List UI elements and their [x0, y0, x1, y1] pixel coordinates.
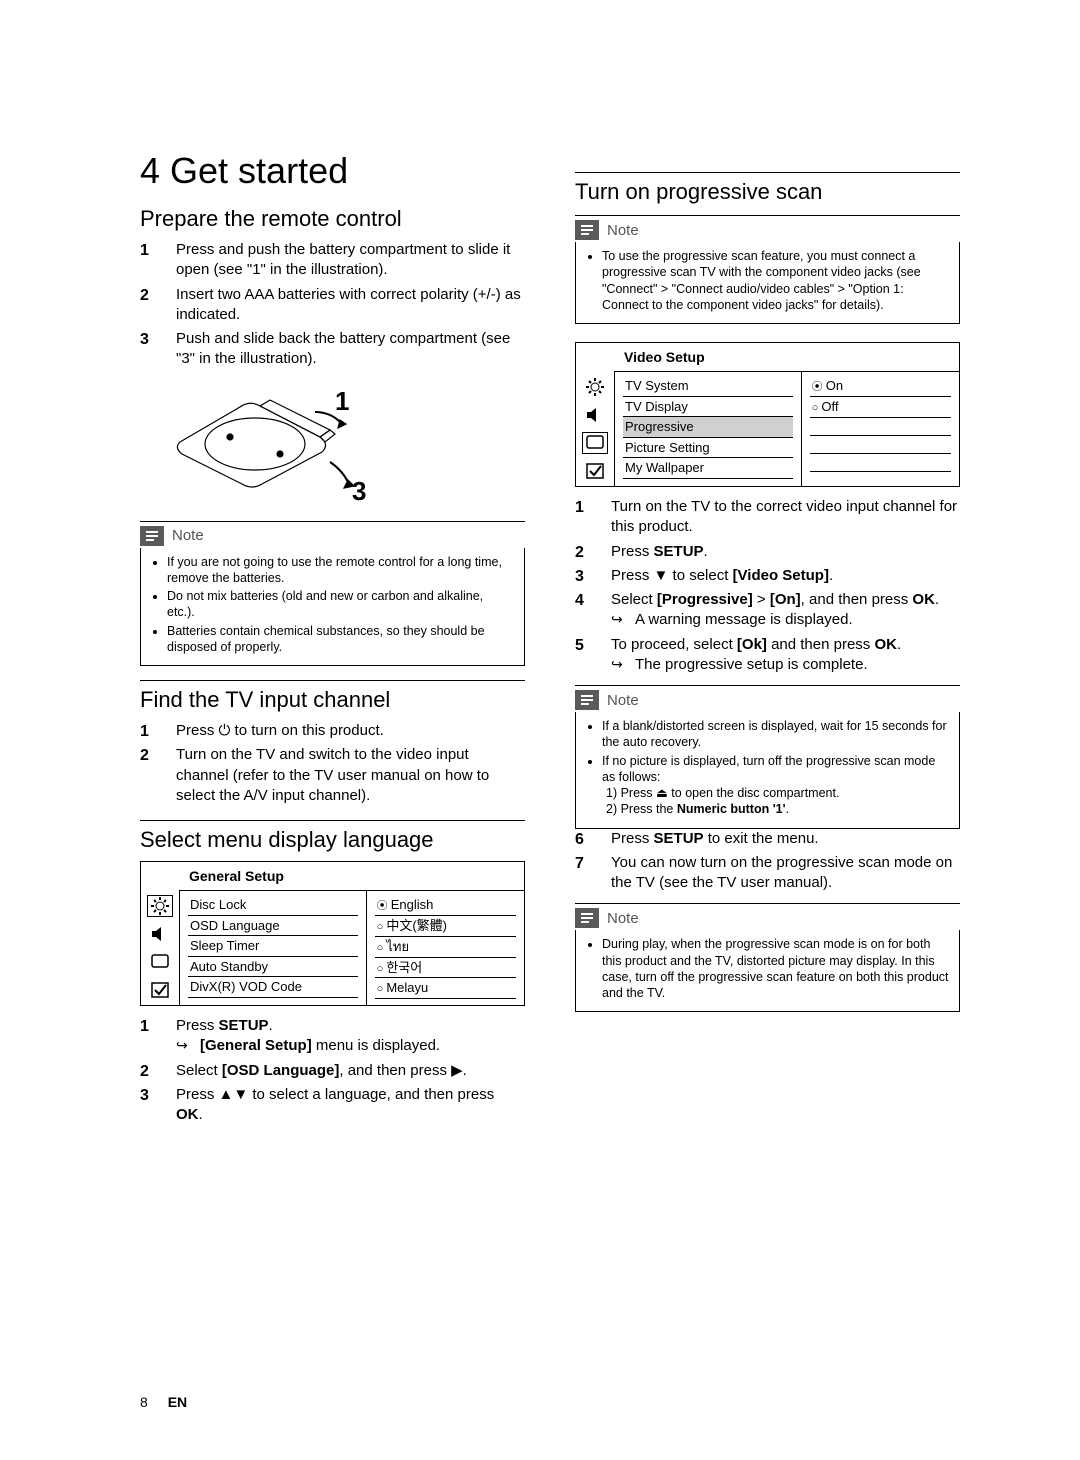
substep: [General Setup] menu is displayed.	[176, 1036, 525, 1056]
note-item: If a blank/distorted screen is displayed…	[602, 718, 949, 751]
blank-row	[810, 436, 951, 454]
step: Select [Progressive] > [On], and then pr…	[575, 590, 960, 631]
tv-icon	[582, 432, 608, 454]
progressive-steps-b: Press SETUP to exit the menu. You can no…	[575, 829, 960, 894]
menu-option: Off	[810, 397, 951, 418]
step: Press ⏻ to turn on this product.	[140, 721, 525, 741]
menu-item: My Wallpaper	[623, 458, 793, 479]
right-column: Turn on progressive scan Note To use the…	[575, 150, 960, 1129]
video-setup-menu: Video Setup TV System TV Display Progres…	[575, 342, 960, 487]
left-column: 4 Get started Prepare the remote control…	[140, 150, 525, 1129]
note-box: If a blank/distorted screen is displayed…	[575, 712, 960, 829]
note-box: If you are not going to use the remote c…	[140, 548, 525, 667]
step: Press SETUP to exit the menu.	[575, 829, 960, 849]
step: Insert two AAA batteries with correct po…	[140, 285, 525, 326]
note-subline: 1) Press ⏏ to open the disc compartment.	[602, 785, 949, 801]
speaker-icon	[582, 404, 608, 426]
menu-item: Auto Standby	[188, 957, 358, 978]
note-icon	[575, 690, 599, 710]
step: Push and slide back the battery compartm…	[140, 329, 525, 370]
menu-item: DivX(R) VOD Code	[188, 977, 358, 998]
step: Press and push the battery compartment t…	[140, 240, 525, 281]
section-find-tv-input: Find the TV input channel	[140, 680, 525, 713]
step: Press ▲▼ to select a language, and then …	[140, 1085, 525, 1126]
check-icon	[147, 979, 173, 1001]
note-label: Note	[172, 527, 204, 544]
substep: A warning message is displayed.	[611, 610, 960, 630]
menu-item: Sleep Timer	[188, 936, 358, 957]
note-icon	[575, 908, 599, 928]
note-item: If no picture is displayed, turn off the…	[602, 753, 949, 818]
menu-options-column: English 中文(繁體) ไทย 한국어 Melayu	[367, 891, 524, 1005]
note-item: To use the progressive scan feature, you…	[602, 248, 949, 313]
menu-option: English	[375, 895, 516, 916]
menu-title: General Setup	[179, 862, 524, 891]
blank-row	[810, 454, 951, 472]
select-language-steps: Press SETUP. [General Setup] menu is dis…	[140, 1016, 525, 1125]
note-header: Note	[575, 685, 960, 712]
note-item: If you are not going to use the remote c…	[167, 554, 514, 587]
note-header: Note	[140, 521, 525, 548]
step: Press ▼ to select [Video Setup].	[575, 566, 960, 586]
note-item: Batteries contain chemical substances, s…	[167, 623, 514, 656]
gear-icon	[582, 376, 608, 398]
find-tv-steps: Press ⏻ to turn on this product. Turn on…	[140, 721, 525, 806]
blank-row	[810, 418, 951, 436]
step: Press SETUP.	[575, 542, 960, 562]
step: Turn on the TV to the correct video inpu…	[575, 497, 960, 538]
menu-items-column: Disc Lock OSD Language Sleep Timer Auto …	[180, 891, 367, 1005]
note-item: During play, when the progressive scan m…	[602, 936, 949, 1001]
note-box: To use the progressive scan feature, you…	[575, 242, 960, 324]
menu-option: 中文(繁體)	[375, 916, 516, 937]
gear-icon	[147, 895, 173, 917]
chapter-title: 4 Get started	[140, 150, 525, 192]
note-subline: 2) Press the Numeric button '1'.	[602, 801, 949, 817]
general-setup-menu: General Setup Disc Lock OSD Language Sle…	[140, 861, 525, 1006]
step: Turn on the TV and switch to the video i…	[140, 745, 525, 806]
note-label: Note	[607, 692, 639, 709]
section-progressive-scan: Turn on progressive scan	[575, 172, 960, 205]
menu-icon-column	[141, 891, 179, 1005]
tv-icon	[147, 951, 173, 973]
check-icon	[582, 460, 608, 482]
note-label: Note	[607, 910, 639, 927]
menu-item: Picture Setting	[623, 438, 793, 459]
speaker-icon	[147, 923, 173, 945]
section-prepare-remote: Prepare the remote control	[140, 206, 525, 232]
menu-item: Progressive	[623, 417, 793, 438]
step: Select [OSD Language], and then press ▶.	[140, 1061, 525, 1081]
remote-illustration: 1 3	[160, 382, 380, 502]
menu-item: Disc Lock	[188, 895, 358, 916]
menu-options-column: On Off	[802, 372, 959, 486]
page-footer: 8 EN	[140, 1394, 187, 1410]
note-label: Note	[607, 222, 639, 239]
note-box: During play, when the progressive scan m…	[575, 930, 960, 1012]
note-header: Note	[575, 903, 960, 930]
prepare-remote-steps: Press and push the battery compartment t…	[140, 240, 525, 370]
menu-title: Video Setup	[614, 343, 959, 372]
menu-item: TV System	[623, 376, 793, 397]
page-lang: EN	[168, 1394, 187, 1410]
progressive-steps-a: Turn on the TV to the correct video inpu…	[575, 497, 960, 675]
step: You can now turn on the progressive scan…	[575, 853, 960, 894]
menu-option: 한국어	[375, 958, 516, 979]
substep: The progressive setup is complete.	[611, 655, 960, 675]
menu-items-column: TV System TV Display Progressive Picture…	[615, 372, 802, 486]
menu-item: OSD Language	[188, 916, 358, 937]
note-item: Do not mix batteries (old and new or car…	[167, 588, 514, 621]
menu-item: TV Display	[623, 397, 793, 418]
note-icon	[575, 220, 599, 240]
note-icon	[140, 526, 164, 546]
svg-text:3: 3	[352, 476, 366, 502]
section-select-language: Select menu display language	[140, 820, 525, 853]
menu-option: On	[810, 376, 951, 397]
menu-icon-column	[576, 372, 614, 486]
step: Press SETUP. [General Setup] menu is dis…	[140, 1016, 525, 1057]
svg-text:1: 1	[335, 386, 349, 416]
menu-option: Melayu	[375, 978, 516, 999]
note-header: Note	[575, 215, 960, 242]
menu-option: ไทย	[375, 937, 516, 958]
step: To proceed, select [Ok] and then press O…	[575, 635, 960, 676]
page-number: 8	[140, 1394, 148, 1410]
